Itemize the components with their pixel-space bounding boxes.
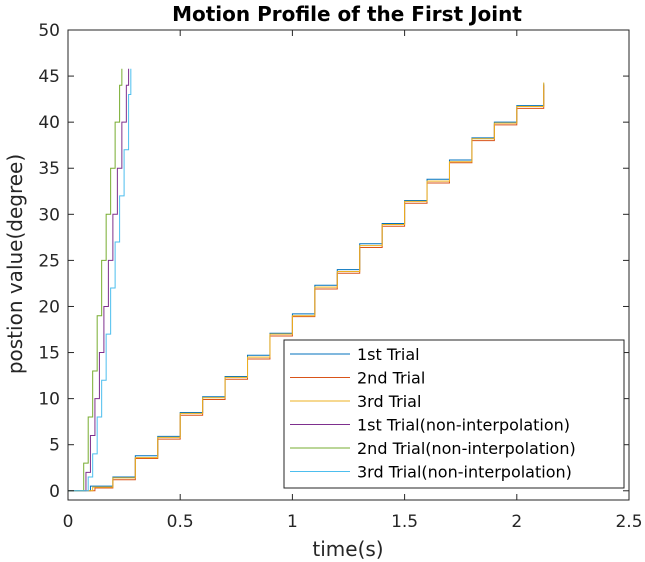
- y-tick-label: 20: [38, 297, 60, 317]
- legend-label: 3rd Trial: [357, 392, 421, 411]
- legend-label: 2nd Trial(non-interpolation): [357, 439, 576, 458]
- series-line: [68, 82, 545, 492]
- y-tick-label: 15: [38, 344, 60, 364]
- legend: 1st Trial 2nd Trial 3rd Trial 1st Trial(non…: [283, 339, 625, 489]
- series-line: [68, 68, 123, 492]
- y-tick-label: 25: [38, 251, 60, 271]
- y-tick-label: 50: [38, 21, 60, 41]
- legend-label: 1st Trial: [357, 345, 420, 364]
- y-tick-label: 35: [38, 159, 60, 179]
- x-tick-label: 2: [511, 512, 522, 532]
- x-tick-label: 0: [63, 512, 74, 532]
- legend-box: [283, 339, 625, 489]
- series-line: [68, 83, 545, 492]
- plot-frame: [67, 29, 630, 501]
- series-line: [68, 68, 130, 492]
- y-tick-label: 40: [38, 113, 60, 133]
- legend-label: 3rd Trial(non-interpolation): [357, 463, 572, 482]
- x-tick-label: 2.5: [615, 512, 642, 532]
- legend-label: 2nd Trial: [357, 369, 425, 388]
- legend-label: 1st Trial(non-interpolation): [357, 416, 570, 435]
- y-tick-label: 0: [49, 482, 60, 502]
- series-layer: [68, 68, 545, 492]
- y-axis: 0 5 10 15 20 25 30 35 40 45 50: [38, 21, 629, 502]
- y-tick-label: 5: [49, 436, 60, 456]
- x-axis-label: time(s): [312, 537, 383, 561]
- y-tick-label: 10: [38, 390, 60, 410]
- x-tick-label: 1: [287, 512, 298, 532]
- y-tick-label: 30: [38, 205, 60, 225]
- x-tick-label: 0.5: [167, 512, 194, 532]
- y-axis-label: postion value(degree): [3, 154, 27, 374]
- y-tick-label: 45: [38, 67, 60, 87]
- x-tick-label: 1.5: [391, 512, 418, 532]
- series-line: [68, 68, 132, 492]
- series-line: [68, 85, 545, 492]
- chart-title: Motion Profile of the First Joint: [172, 2, 522, 26]
- x-axis: 0 0.5 1 1.5 2 2.5: [63, 30, 643, 532]
